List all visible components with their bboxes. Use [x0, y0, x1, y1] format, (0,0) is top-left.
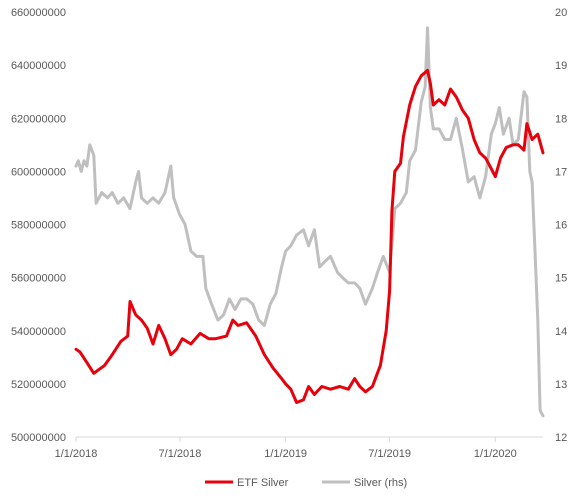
y-right-tick-label: 18	[555, 113, 567, 125]
y-right-tick-label: 14	[555, 326, 567, 338]
legend: ETF Silver Silver (rhs)	[205, 477, 407, 489]
y-right-tick-label: 20	[555, 7, 567, 19]
x-tick-label: 1/1/2018	[55, 448, 98, 460]
legend-label: Silver (rhs)	[354, 477, 407, 489]
axes: 500000000 520000000 540000000 560000000 5800…	[11, 7, 567, 460]
y-left-tick-label: 500000000	[11, 432, 66, 444]
y-left-tick-label: 660000000	[11, 7, 66, 19]
series-line-etf-silver	[74, 68, 545, 404]
y-left-tick-label: 620000000	[11, 113, 66, 125]
x-tick-label: 1/1/2020	[474, 448, 517, 460]
y-right-tick-label: 17	[555, 166, 567, 178]
y-right-tick-label: 15	[555, 273, 567, 285]
y-right-tick-label: 13	[555, 379, 567, 391]
legend-label: ETF Silver	[237, 477, 289, 489]
plot-area	[74, 26, 545, 418]
y-right-tick-label: 19	[555, 60, 567, 72]
y-left-tick-label: 640000000	[11, 60, 66, 72]
series-line-silver-rhs	[74, 26, 545, 418]
y-left-tick-label: 540000000	[11, 326, 66, 338]
y-left-tick-label: 560000000	[11, 273, 66, 285]
x-tick-label: 1/1/2019	[264, 448, 307, 460]
y-left-tick-label: 600000000	[11, 166, 66, 178]
y-left-tick-label: 520000000	[11, 379, 66, 391]
y-left-tick-label: 580000000	[11, 220, 66, 232]
y-right-tick-label: 12	[555, 432, 567, 444]
y-right-tick-label: 16	[555, 220, 567, 232]
x-tick-label: 7/1/2019	[368, 448, 411, 460]
x-tick-label: 7/1/2018	[159, 448, 202, 460]
